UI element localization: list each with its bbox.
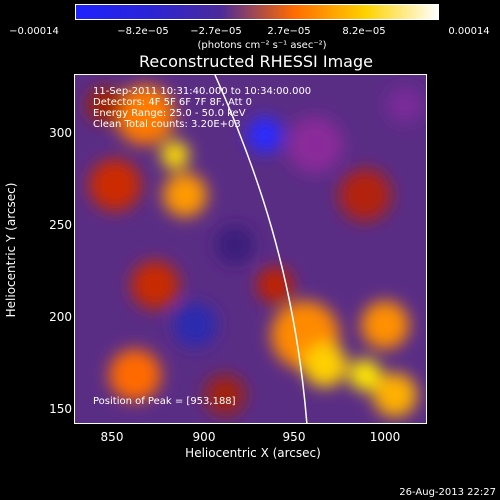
x-tick: 950 bbox=[282, 430, 306, 444]
x-axis-label: Heliocentric X (arcsec) bbox=[185, 446, 321, 460]
info-energy: Energy Range: 25.0 - 50.0 keV bbox=[93, 108, 246, 119]
plot-title: Reconstructed RHESSI Image bbox=[139, 52, 373, 71]
heatmap-blob bbox=[87, 87, 123, 123]
colorbar bbox=[75, 4, 439, 20]
heatmap-blob bbox=[247, 117, 283, 153]
heatmap-blob bbox=[287, 117, 343, 173]
colorbar-tick: −0.00014 bbox=[9, 26, 59, 37]
info-counts: Clean Total counts: 3.20E+03 bbox=[93, 119, 241, 130]
colorbar-unit: (photons cm⁻² s⁻¹ asec⁻²) bbox=[197, 40, 327, 51]
heatmap bbox=[75, 75, 426, 423]
heatmap-blob bbox=[161, 141, 189, 169]
heatmap-blob bbox=[163, 173, 207, 217]
timestamp: 26-Aug-2013 22:27 bbox=[399, 487, 496, 498]
solar-limb bbox=[214, 75, 308, 423]
x-tick: 1000 bbox=[369, 430, 401, 444]
heatmap-blob bbox=[387, 87, 423, 123]
heatmap-blob bbox=[131, 261, 179, 309]
heatmap-blob bbox=[373, 373, 417, 417]
image-plot[interactable] bbox=[74, 74, 427, 424]
colorbar-tick: −8.2e−05 bbox=[117, 26, 169, 37]
heatmap-blob bbox=[205, 375, 245, 415]
y-tick: 200 bbox=[49, 310, 72, 324]
peak-position: Position of Peak = [953,188] bbox=[93, 396, 236, 407]
x-tick: 900 bbox=[192, 430, 216, 444]
colorbar-tick: 0.00014 bbox=[448, 26, 490, 37]
heatmap-blob bbox=[349, 359, 381, 391]
heatmap-blob bbox=[303, 343, 347, 387]
y-tick: 150 bbox=[49, 402, 72, 416]
colorbar-tick: 2.7e−05 bbox=[267, 26, 311, 37]
heatmap-blob bbox=[339, 169, 391, 221]
info-block: 11-Sep-2011 10:31:40.000 to 10:34:00.000… bbox=[93, 86, 311, 130]
y-tick: 300 bbox=[49, 126, 72, 140]
colorbar-tick: 8.2e−05 bbox=[342, 26, 386, 37]
y-axis-label: Heliocentric Y (arcsec) bbox=[4, 182, 18, 318]
heatmap-blob bbox=[109, 349, 161, 401]
y-tick: 250 bbox=[49, 218, 72, 232]
heatmap-blob bbox=[173, 303, 217, 347]
heatmap-blob bbox=[361, 301, 409, 349]
info-detectors: Detectors: 4F 5F 6F 7F 8F, Att 0 bbox=[93, 97, 253, 108]
heatmap-blob bbox=[89, 159, 141, 211]
colorbar-tick: −2.7e−05 bbox=[190, 26, 242, 37]
heatmap-blob bbox=[257, 267, 293, 303]
heatmap-blob bbox=[115, 85, 175, 145]
x-tick: 850 bbox=[100, 430, 124, 444]
heatmap-blob bbox=[215, 225, 255, 265]
info-time: 11-Sep-2011 10:31:40.000 to 10:34:00.000 bbox=[93, 86, 312, 97]
